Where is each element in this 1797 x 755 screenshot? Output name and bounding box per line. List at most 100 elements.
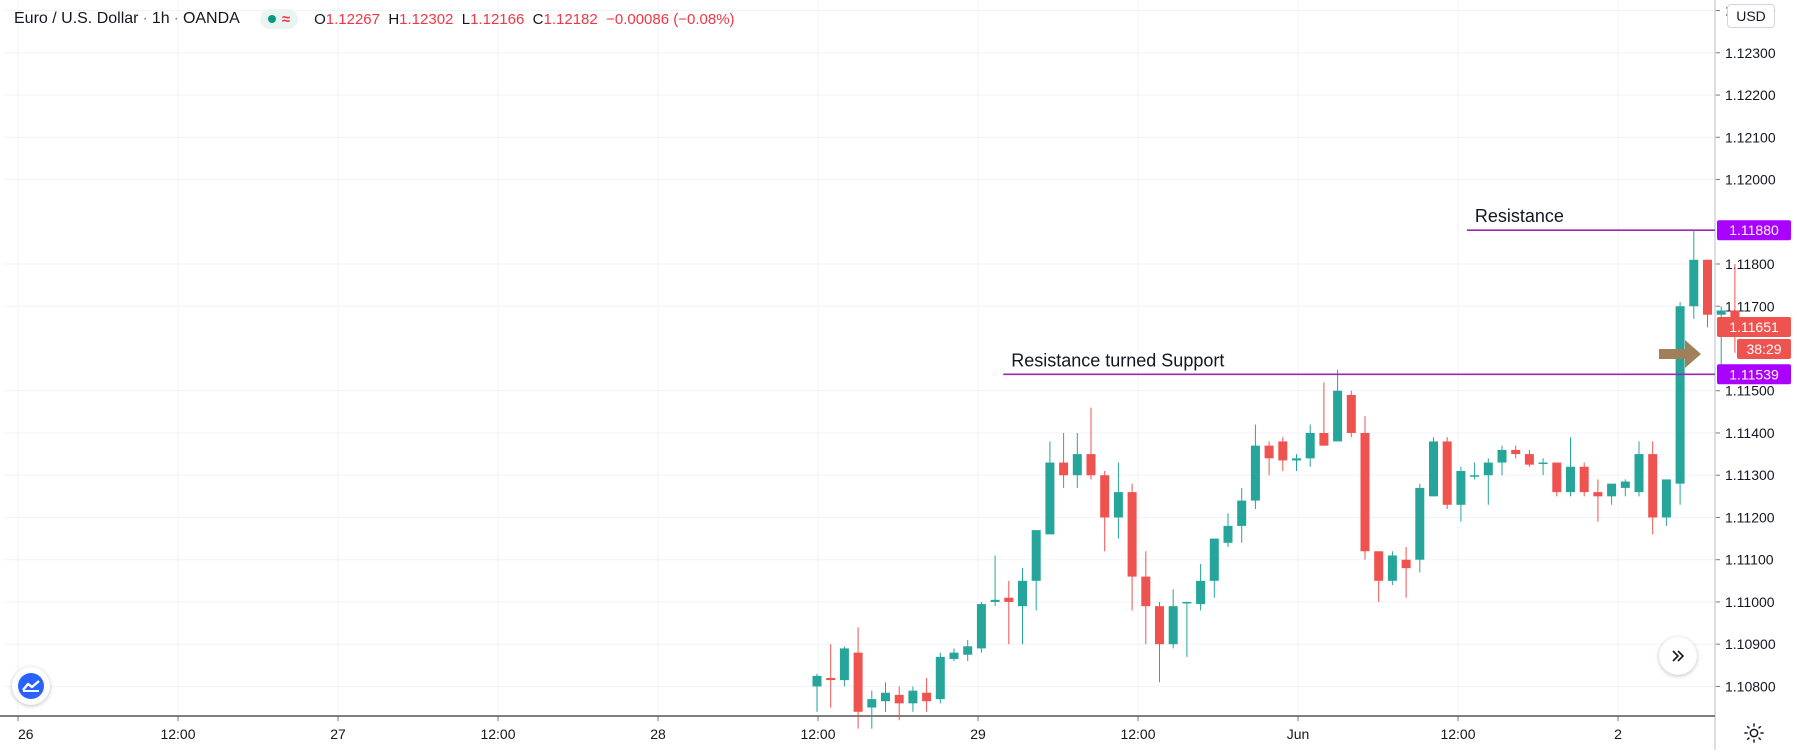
symbol-legend[interactable]: Euro / U.S. Dollar · 1h · OANDA ≈ O1.122…	[14, 8, 735, 30]
candle-body[interactable]	[1305, 432, 1315, 459]
candle-body[interactable]	[1278, 441, 1288, 461]
candle-body[interactable]	[1360, 432, 1370, 552]
interval-label[interactable]: 1h	[151, 10, 170, 27]
candle-body[interactable]	[1620, 481, 1630, 488]
candle-body[interactable]	[1264, 445, 1274, 459]
time-axis-label: 29	[970, 726, 986, 742]
price-axis-label: 1.10900	[1725, 636, 1776, 652]
time-axis-label: 26	[18, 726, 34, 742]
candle-body[interactable]	[1538, 462, 1548, 465]
wave-icon: ≈	[281, 10, 291, 28]
status-pill[interactable]: ≈	[259, 9, 299, 29]
scroll-to-realtime-button[interactable]	[1659, 637, 1697, 675]
candle-body[interactable]	[1292, 458, 1301, 461]
candle-body[interactable]	[922, 692, 932, 702]
high-label: H	[388, 10, 400, 28]
candle-body[interactable]	[1333, 390, 1343, 442]
candle-body[interactable]	[1155, 606, 1164, 645]
candle-body[interactable]	[963, 646, 973, 655]
candle-body[interactable]	[1689, 259, 1699, 307]
candle-body[interactable]	[812, 675, 822, 687]
candle-body[interactable]	[1100, 475, 1110, 518]
candle-body[interactable]	[1168, 606, 1178, 645]
candle-body[interactable]	[1661, 479, 1671, 518]
candle-body[interactable]	[1004, 597, 1014, 602]
candle-body[interactable]	[1566, 466, 1575, 493]
price-axis-label: 1.11000	[1725, 594, 1775, 610]
candle-body[interactable]	[1374, 551, 1384, 581]
price-axis-label: 1.11300	[1725, 467, 1775, 483]
candle-body[interactable]	[1607, 483, 1617, 497]
candle-body[interactable]	[1648, 454, 1658, 518]
candle-body[interactable]	[1196, 580, 1206, 605]
candle-body[interactable]	[894, 694, 904, 704]
candle-body[interactable]	[1141, 576, 1151, 607]
candle-body[interactable]	[881, 692, 890, 702]
candle-body[interactable]	[1045, 462, 1055, 535]
time-axis-label: 28	[650, 726, 666, 742]
candle-body[interactable]	[1237, 500, 1247, 526]
candle-body[interactable]	[1127, 492, 1137, 577]
candle-body[interactable]	[1483, 462, 1493, 476]
candle-body[interactable]	[1511, 449, 1521, 455]
time-axis-label: Jun	[1287, 726, 1310, 742]
close-value: 1.12182	[543, 10, 598, 28]
candle-body[interactable]	[990, 599, 1000, 602]
candle-body[interactable]	[1524, 454, 1534, 465]
candle-body[interactable]	[1346, 394, 1356, 433]
gear-icon[interactable]	[1743, 722, 1765, 744]
candle-body[interactable]	[1429, 441, 1438, 497]
open-label: O	[314, 10, 326, 28]
candle-body[interactable]	[867, 699, 877, 708]
candle-body[interactable]	[1072, 454, 1082, 476]
candle-body[interactable]	[1415, 487, 1425, 560]
candle-body[interactable]	[1086, 454, 1096, 476]
level-price-badge-label: 1.11880	[1729, 222, 1779, 238]
candle-body[interactable]	[1442, 441, 1452, 505]
candle-body[interactable]	[1716, 310, 1726, 315]
market-status-dot-icon	[267, 15, 276, 23]
candle-body[interactable]	[853, 652, 863, 712]
candle-body[interactable]	[1579, 466, 1589, 493]
candle-body[interactable]	[1059, 462, 1069, 476]
candle-body[interactable]	[1593, 492, 1603, 497]
symbol-name[interactable]: Euro / U.S. Dollar	[14, 10, 139, 27]
candle-body[interactable]	[1209, 538, 1219, 581]
candle-body[interactable]	[908, 690, 918, 704]
candle-body[interactable]	[949, 652, 959, 659]
level-price-badge	[1717, 220, 1791, 241]
candle-body[interactable]	[1497, 449, 1507, 463]
low-label: L	[461, 10, 471, 28]
level-annotation: Resistance turned Support	[1011, 350, 1224, 370]
high-value: 1.12302	[399, 10, 454, 28]
price-axis-label: 1.11800	[1725, 256, 1775, 272]
candle-body[interactable]	[1634, 454, 1644, 493]
candle-body[interactable]	[935, 656, 945, 700]
candle-body[interactable]	[1250, 445, 1260, 501]
candle-body[interactable]	[826, 677, 836, 681]
ohlc-values: O1.12267 H1.12302 L1.12166 C1.12182 −0.0…	[314, 11, 734, 28]
currency-button[interactable]: USD	[1727, 4, 1775, 28]
candle-body[interactable]	[1182, 601, 1192, 604]
candle-body[interactable]	[1470, 475, 1480, 477]
candle-body[interactable]	[976, 604, 986, 649]
candle-body[interactable]	[1456, 470, 1466, 505]
exchange-label: OANDA	[182, 10, 240, 27]
legend-separator: ·	[173, 10, 179, 27]
candle-body[interactable]	[1018, 580, 1027, 607]
candle-body[interactable]	[1703, 259, 1712, 315]
candle-body[interactable]	[1675, 306, 1685, 484]
candle-body[interactable]	[1401, 559, 1411, 569]
time-axis-label: 2	[1614, 726, 1622, 742]
tradingview-cloud-icon[interactable]	[12, 667, 50, 705]
candle-body[interactable]	[1319, 432, 1329, 446]
candle-body[interactable]	[1387, 555, 1397, 581]
candle-body[interactable]	[1223, 525, 1233, 543]
price-axis-label: 1.12100	[1725, 129, 1776, 145]
candle-body[interactable]	[1552, 462, 1562, 493]
candle-body[interactable]	[1031, 530, 1041, 581]
candle-body[interactable]	[839, 648, 849, 681]
candle-body[interactable]	[1113, 492, 1123, 518]
